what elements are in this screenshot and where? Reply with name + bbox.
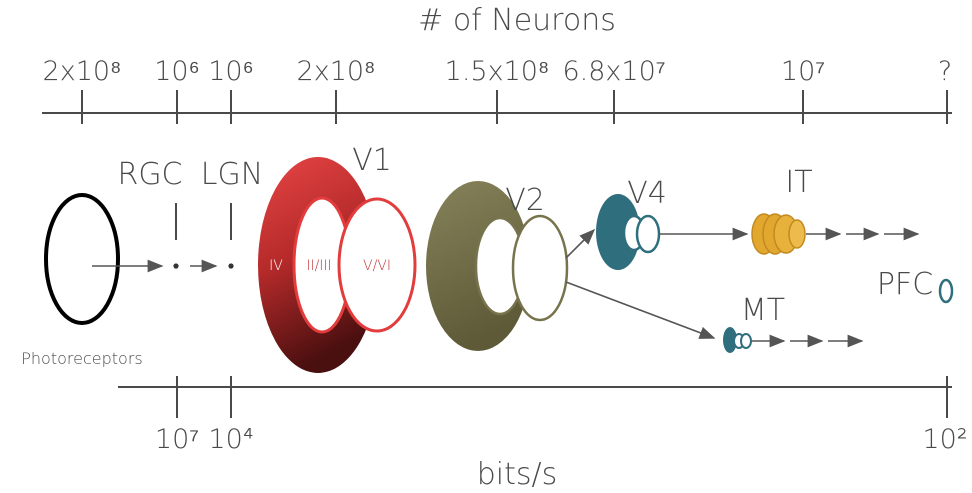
photoreceptors-ellipse [44, 193, 120, 325]
v4-inner-right [635, 214, 661, 254]
pfc-node [938, 278, 954, 304]
it-segment [788, 219, 806, 249]
v1-layer-ii-iii-label: II/III [306, 258, 331, 274]
v2-label: V2 [505, 183, 545, 218]
top-axis-ticks [81, 90, 948, 124]
top-tick-label: 2x10⁸ [43, 56, 122, 87]
rgc-label: RGC [117, 157, 182, 192]
pfc-label: PFC [877, 267, 933, 302]
top-tick-label: 6.8x10⁷ [562, 56, 665, 87]
bottom-tick-label: 10⁴ [208, 424, 253, 455]
photoreceptors-label: Photoreceptors [21, 349, 142, 368]
top-tick-label: 2x10⁸ [297, 56, 376, 87]
v4-label: V4 [627, 176, 667, 211]
lgn-label: LGN [201, 157, 263, 192]
top-tick-label: 1.5x10⁸ [445, 56, 550, 87]
v1-layer-v-vi [337, 197, 417, 333]
mt-outer [723, 327, 737, 353]
v2-inner-right [511, 214, 569, 322]
v1-layer-iv-label: IV [269, 258, 283, 274]
top-tick-label: 10⁶ [208, 56, 253, 87]
lgn-node [228, 263, 234, 269]
v4-outer [596, 194, 640, 270]
top-tick-label: 10⁷ [781, 56, 825, 87]
bottom-tick-label: 10² [922, 424, 967, 455]
top-axis-title: # of Neurons [418, 3, 616, 38]
arrow-v2-mt [565, 281, 716, 339]
bottom-tick-label: 10⁷ [155, 424, 199, 455]
rgc-node [173, 263, 179, 269]
mt-inner-right [740, 333, 752, 349]
bottom-axis-title: bits/s [477, 457, 558, 492]
top-tick-label: 10⁶ [154, 56, 199, 87]
v1-layer-v-vi-label: V/VI [363, 258, 391, 274]
it-label: IT [785, 165, 812, 200]
mt-label: MT [741, 293, 785, 328]
v1-label: V1 [352, 143, 392, 178]
arrow-v2-v4 [565, 228, 596, 259]
top-tick-label: ? [938, 56, 952, 87]
